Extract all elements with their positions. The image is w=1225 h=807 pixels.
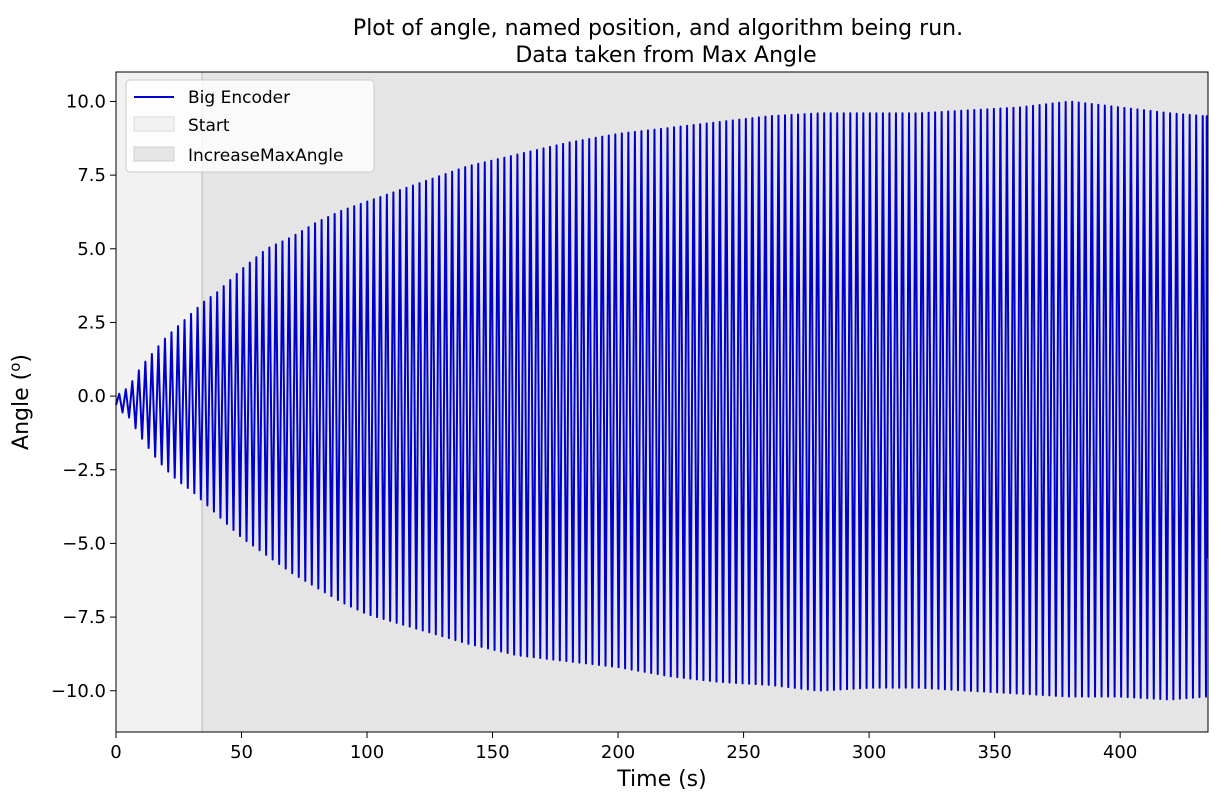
x-axis-label: Time (s)	[616, 767, 706, 792]
legend-swatch-start	[133, 116, 175, 132]
legend-label-start: Start	[188, 116, 230, 136]
y-tick-label: −2.5	[62, 460, 106, 481]
y-tick-label: −7.5	[62, 607, 106, 628]
legend-box	[125, 79, 375, 173]
x-tick-label: 300	[852, 742, 886, 763]
y-axis-label: Angle (o)	[6, 354, 34, 450]
x-tick-label: 0	[110, 742, 121, 763]
x-axis-ticks: 0 50 100 150 200 250 300 350 400	[110, 732, 1137, 763]
chart-title: Plot of angle, named position, and algor…	[353, 16, 963, 41]
y-axis-label-main: Angle (	[9, 372, 34, 450]
y-tick-label: −5.0	[62, 533, 106, 554]
x-tick-label: 150	[475, 742, 509, 763]
series-big-encoder	[115, 100, 1208, 701]
y-tick-label: 5.0	[77, 239, 106, 260]
y-tick-label: 7.5	[77, 165, 106, 186]
y-tick-label: 10.0	[66, 91, 106, 112]
legend: Big Encoder Start IncreaseMaxAngle	[125, 79, 375, 173]
x-tick-label: 200	[601, 742, 635, 763]
x-tick-label: 100	[350, 742, 384, 763]
y-tick-label: 2.5	[77, 312, 106, 333]
x-tick-label: 400	[1103, 742, 1137, 763]
y-tick-label: −10.0	[51, 681, 106, 702]
legend-label-big-encoder: Big Encoder	[188, 88, 290, 108]
series-layer	[115, 100, 1208, 701]
chart-subtitle: Data taken from Max Angle	[515, 43, 816, 68]
x-tick-label: 50	[230, 742, 253, 763]
legend-label-increase-max-angle: IncreaseMaxAngle	[188, 146, 343, 166]
y-axis-ticks: 10.0 7.5 5.0 2.5 0.0 −2.5 −5.0 −7.5 −10.0	[51, 91, 116, 702]
y-axis-label-end: )	[9, 354, 34, 363]
legend-swatch-increase-max-angle	[133, 146, 175, 162]
x-tick-label: 350	[977, 742, 1011, 763]
plot-frame	[115, 71, 1209, 733]
y-axis-label-superscript: o	[6, 363, 24, 372]
x-tick-label: 250	[726, 742, 760, 763]
y-tick-label: 0.0	[77, 386, 106, 407]
